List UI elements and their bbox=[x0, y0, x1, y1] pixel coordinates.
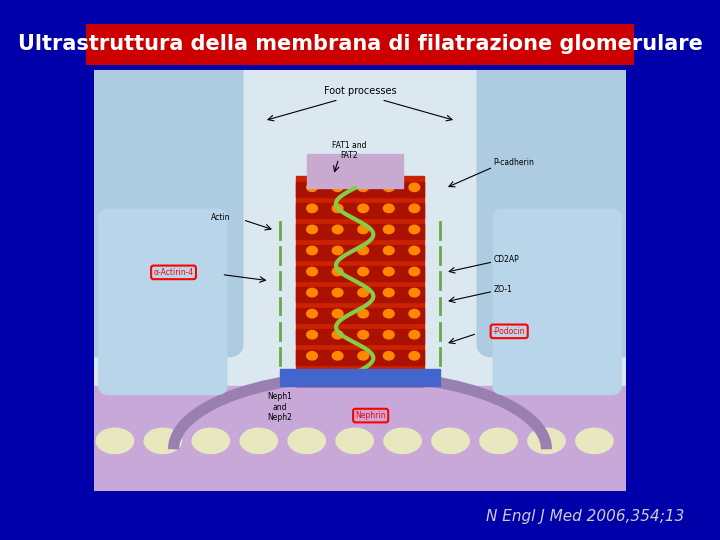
Text: ZO-1: ZO-1 bbox=[493, 285, 512, 294]
FancyBboxPatch shape bbox=[493, 209, 621, 395]
Ellipse shape bbox=[528, 428, 565, 454]
Ellipse shape bbox=[358, 352, 369, 360]
Ellipse shape bbox=[358, 288, 369, 297]
Ellipse shape bbox=[358, 204, 369, 213]
Ellipse shape bbox=[409, 246, 420, 255]
Ellipse shape bbox=[307, 204, 318, 213]
Bar bbox=[296, 176, 424, 386]
Bar bbox=[307, 154, 402, 188]
Ellipse shape bbox=[307, 309, 318, 318]
Ellipse shape bbox=[409, 267, 420, 276]
Ellipse shape bbox=[307, 288, 318, 297]
Text: α-Actirin-4: α-Actirin-4 bbox=[153, 268, 194, 277]
Ellipse shape bbox=[409, 330, 420, 339]
Ellipse shape bbox=[409, 352, 420, 360]
Bar bbox=[296, 350, 424, 365]
Ellipse shape bbox=[384, 309, 394, 318]
Ellipse shape bbox=[409, 288, 420, 297]
Ellipse shape bbox=[358, 330, 369, 339]
Ellipse shape bbox=[384, 373, 394, 381]
Ellipse shape bbox=[144, 428, 181, 454]
FancyBboxPatch shape bbox=[86, 24, 634, 65]
Ellipse shape bbox=[307, 373, 318, 381]
Text: Nephrin: Nephrin bbox=[356, 411, 386, 420]
Ellipse shape bbox=[409, 204, 420, 213]
Ellipse shape bbox=[307, 267, 318, 276]
Ellipse shape bbox=[333, 309, 343, 318]
Ellipse shape bbox=[480, 428, 517, 454]
Ellipse shape bbox=[307, 183, 318, 192]
Text: -Podocin: -Podocin bbox=[493, 327, 526, 336]
Text: Ultrastruttura della membrana di filatrazione glomerulare: Ultrastruttura della membrana di filatra… bbox=[17, 34, 703, 55]
Ellipse shape bbox=[384, 352, 394, 360]
Bar bbox=[296, 372, 424, 386]
Ellipse shape bbox=[384, 225, 394, 234]
Bar bbox=[296, 308, 424, 323]
Ellipse shape bbox=[333, 183, 343, 192]
Bar bbox=[280, 369, 440, 386]
Ellipse shape bbox=[384, 267, 394, 276]
Ellipse shape bbox=[384, 428, 421, 454]
Ellipse shape bbox=[307, 352, 318, 360]
FancyBboxPatch shape bbox=[78, 58, 243, 356]
Ellipse shape bbox=[384, 288, 394, 297]
Ellipse shape bbox=[409, 225, 420, 234]
Ellipse shape bbox=[240, 428, 277, 454]
Ellipse shape bbox=[307, 225, 318, 234]
Bar bbox=[296, 224, 424, 239]
Bar bbox=[296, 266, 424, 281]
Ellipse shape bbox=[333, 330, 343, 339]
Ellipse shape bbox=[358, 225, 369, 234]
Bar bbox=[296, 182, 424, 197]
Ellipse shape bbox=[384, 204, 394, 213]
Ellipse shape bbox=[333, 267, 343, 276]
Ellipse shape bbox=[384, 330, 394, 339]
Bar bbox=[296, 203, 424, 218]
Ellipse shape bbox=[432, 428, 469, 454]
Ellipse shape bbox=[333, 373, 343, 381]
Ellipse shape bbox=[288, 428, 325, 454]
Ellipse shape bbox=[358, 246, 369, 255]
Ellipse shape bbox=[384, 246, 394, 255]
Bar bbox=[296, 329, 424, 344]
Ellipse shape bbox=[96, 428, 134, 454]
FancyBboxPatch shape bbox=[99, 209, 227, 395]
Bar bbox=[296, 245, 424, 260]
Text: FAT1 and
FAT2: FAT1 and FAT2 bbox=[332, 140, 366, 160]
Ellipse shape bbox=[333, 246, 343, 255]
Ellipse shape bbox=[307, 330, 318, 339]
Bar bbox=[296, 287, 424, 302]
FancyBboxPatch shape bbox=[477, 58, 642, 356]
Ellipse shape bbox=[576, 428, 613, 454]
Ellipse shape bbox=[358, 309, 369, 318]
Ellipse shape bbox=[333, 288, 343, 297]
Ellipse shape bbox=[409, 183, 420, 192]
Ellipse shape bbox=[409, 373, 420, 381]
Ellipse shape bbox=[307, 246, 318, 255]
Text: CD2AP: CD2AP bbox=[493, 255, 519, 264]
Ellipse shape bbox=[333, 225, 343, 234]
Ellipse shape bbox=[358, 183, 369, 192]
Ellipse shape bbox=[409, 309, 420, 318]
Text: Neph1
and
Neph2: Neph1 and Neph2 bbox=[268, 392, 292, 422]
Ellipse shape bbox=[333, 352, 343, 360]
Ellipse shape bbox=[358, 267, 369, 276]
FancyBboxPatch shape bbox=[94, 386, 626, 491]
Ellipse shape bbox=[192, 428, 230, 454]
Ellipse shape bbox=[358, 373, 369, 381]
Ellipse shape bbox=[336, 428, 374, 454]
Text: P-cadherin: P-cadherin bbox=[493, 158, 534, 167]
Ellipse shape bbox=[384, 183, 394, 192]
Text: N Engl J Med 2006,354;13: N Engl J Med 2006,354;13 bbox=[485, 509, 684, 524]
Text: Foot processes: Foot processes bbox=[324, 86, 396, 96]
Ellipse shape bbox=[333, 204, 343, 213]
Text: Actin: Actin bbox=[211, 213, 230, 222]
